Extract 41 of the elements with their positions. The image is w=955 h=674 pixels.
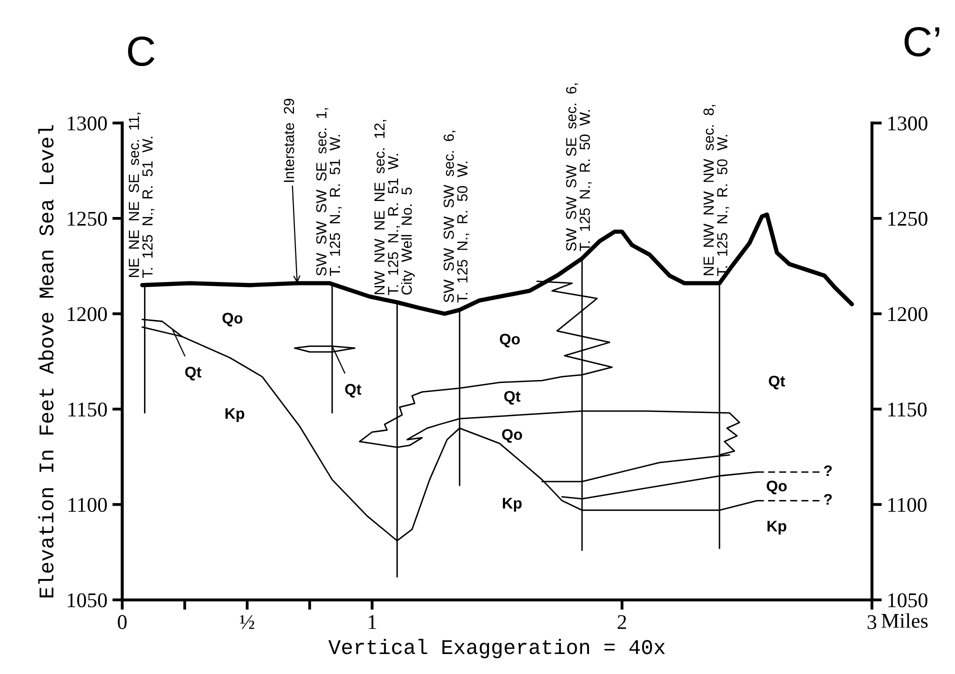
x-tick-label: 3 bbox=[868, 615, 876, 630]
annotation: NE NE NE SE sec. 11, T. 125 N., R. 51 W. bbox=[128, 112, 154, 278]
annotation: Qt bbox=[768, 376, 786, 390]
y-tick-label: 1200 bbox=[68, 307, 107, 322]
annotation: ? bbox=[824, 494, 832, 505]
annotation: Interstate 29 bbox=[284, 98, 294, 182]
annotation: Qt bbox=[185, 366, 202, 380]
x-tick-label: 0 bbox=[118, 615, 127, 630]
annotation: SW SW SW SE sec. 6, T. 125 N., R. 50 W. bbox=[566, 83, 592, 252]
annotation: Qo bbox=[222, 312, 242, 326]
annotation: Qo bbox=[502, 429, 522, 443]
annotation: SW SW SW SW sec. 6, T. 125 N., R. 50 W. bbox=[444, 130, 470, 303]
annotation: Qo bbox=[766, 480, 787, 494]
y2-tick-label: 1050 bbox=[888, 593, 928, 608]
y-tick-label: 1150 bbox=[68, 402, 107, 417]
annotation: SW SW SW SE sec. 1, T. 125 N., R. 51 W. bbox=[316, 108, 342, 276]
x-tick-label: ½ bbox=[240, 615, 254, 629]
y2-tick-label: 1100 bbox=[888, 498, 927, 512]
annotation: NW NW NE NE sec. 12, T. 125 N., R. 51 W. City Well No. 5 bbox=[374, 120, 415, 296]
y-tick-label: 1100 bbox=[68, 498, 107, 512]
y-tick-label: 1050 bbox=[68, 593, 107, 608]
annotation: Qt bbox=[345, 384, 362, 398]
annotation: Kp bbox=[768, 520, 786, 534]
y2-tick-label: 1200 bbox=[888, 307, 928, 322]
text: C bbox=[128, 36, 154, 66]
annotation: Kp bbox=[502, 498, 522, 512]
text: Miles bbox=[882, 613, 928, 628]
y-tick-label: 1250 bbox=[68, 212, 107, 226]
annotation: Qt bbox=[504, 390, 520, 405]
y-tick-label: 1300 bbox=[68, 116, 107, 130]
x-tick-label: 1 bbox=[368, 615, 376, 629]
text: C’ bbox=[904, 26, 940, 56]
x-axis-title: Vertical Exaggeration = 40x bbox=[328, 638, 665, 658]
y2-tick-label: 1250 bbox=[888, 212, 928, 226]
annotation: Qo bbox=[500, 334, 520, 348]
annotation: ? bbox=[824, 465, 832, 476]
x-tick-label: 2 bbox=[618, 615, 626, 629]
annotation: Kp bbox=[226, 408, 244, 422]
y2-tick-label: 1150 bbox=[888, 402, 927, 417]
y2-tick-label: 1300 bbox=[888, 116, 928, 130]
y-axis-title: Elevation In Feet Above Mean Sea Level bbox=[38, 125, 54, 598]
